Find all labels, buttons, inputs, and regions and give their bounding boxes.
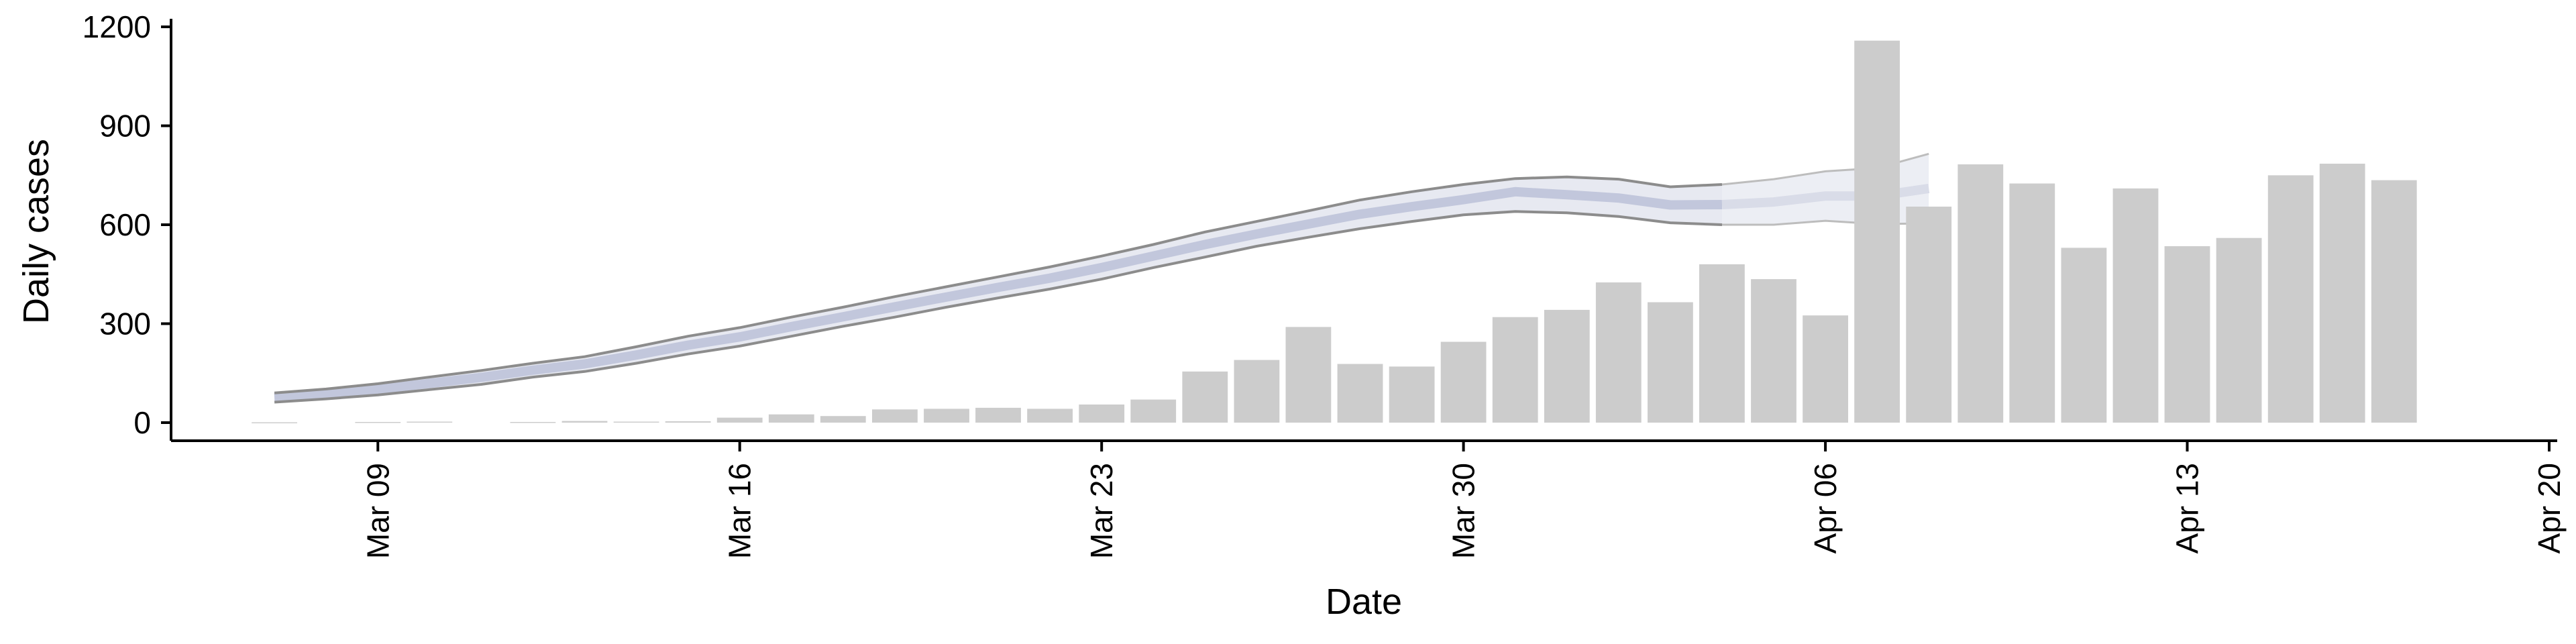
bar-2020-03-24 [1130, 399, 1177, 423]
bar-2020-03-28 [1337, 364, 1383, 423]
x-tick-label-2020-03-30: Mar 30 [1446, 463, 1481, 559]
daily-case-bars [252, 40, 2417, 423]
bar-2020-04-12 [2112, 188, 2159, 423]
bar-2020-04-15 [2267, 175, 2314, 423]
bar-2020-03-20 [924, 409, 969, 423]
bar-2020-03-12 [510, 422, 556, 423]
bar-2020-04-08 [1906, 207, 1952, 423]
bar-2020-04-13 [2164, 246, 2210, 423]
bar-2020-04-17 [2371, 180, 2417, 423]
bar-2020-03-15 [665, 421, 711, 423]
bar-2020-04-01 [1544, 309, 1590, 423]
bar-2020-04-10 [2009, 183, 2055, 423]
bar-2020-04-14 [2216, 237, 2262, 423]
x-axis-title: Date [1326, 582, 1402, 622]
y-tick-label-1200: 1200 [83, 9, 151, 44]
x-tick-label-2020-03-23: Mar 23 [1084, 463, 1119, 559]
y-ticks: 0 300 600 900 1200 [83, 9, 171, 440]
bar-2020-03-31 [1492, 317, 1538, 423]
bar-2020-03-18 [820, 416, 866, 423]
bar-2020-04-02 [1595, 282, 1642, 423]
bar-2020-03-07 [252, 422, 297, 423]
bar-2020-03-17 [768, 414, 814, 423]
y-tick-label-900: 900 [99, 109, 151, 144]
bar-2020-04-03 [1648, 302, 1693, 423]
bar-2020-03-19 [872, 409, 918, 423]
bar-2020-04-11 [2061, 248, 2107, 423]
bar-2020-04-06 [1803, 315, 1848, 423]
band-center-line [274, 186, 1723, 402]
bar-2020-03-09 [355, 422, 401, 423]
x-tick-label-2020-03-09: Mar 09 [360, 463, 395, 559]
bar-2020-03-21 [975, 407, 1021, 423]
bar-2020-03-14 [613, 421, 659, 423]
axes [170, 19, 2557, 442]
x-tick-label-2020-04-06: Apr 06 [1808, 463, 1843, 554]
bar-2020-03-23 [1079, 405, 1125, 423]
band-upper-line [274, 175, 1723, 394]
bar-2020-03-13 [561, 421, 608, 423]
x-ticks: Mar 09 Mar 16 Mar 23 Mar 30 Apr 06 Apr 13 Apr … [360, 441, 2567, 559]
y-tick-label-600: 600 [99, 207, 151, 242]
bar-2020-04-16 [2319, 164, 2365, 423]
bar-2020-03-29 [1389, 366, 1435, 423]
x-tick-label-2020-04-13: Apr 13 [2170, 463, 2205, 554]
y-tick-label-300: 300 [99, 307, 151, 341]
bar-2020-03-25 [1182, 371, 1228, 423]
band-lower-line [274, 210, 1723, 404]
x-tick-label-2020-04-20: Apr 20 [2532, 463, 2567, 554]
y-tick-label-0: 0 [133, 405, 151, 440]
bar-2020-03-30 [1440, 341, 1487, 423]
bar-2020-04-07 [1854, 40, 1900, 423]
bar-2020-04-04 [1699, 264, 1745, 423]
x-tick-label-2020-03-16: Mar 16 [722, 463, 757, 559]
bar-2020-03-27 [1285, 327, 1332, 423]
bar-2020-04-09 [1957, 164, 2004, 423]
bar-2020-03-16 [716, 417, 763, 423]
bar-2020-04-05 [1751, 279, 1796, 423]
bar-2020-03-10 [407, 421, 453, 423]
y-axis-title: Daily cases [16, 139, 56, 324]
bar-2020-03-22 [1027, 409, 1073, 423]
bar-2020-03-26 [1234, 360, 1280, 423]
